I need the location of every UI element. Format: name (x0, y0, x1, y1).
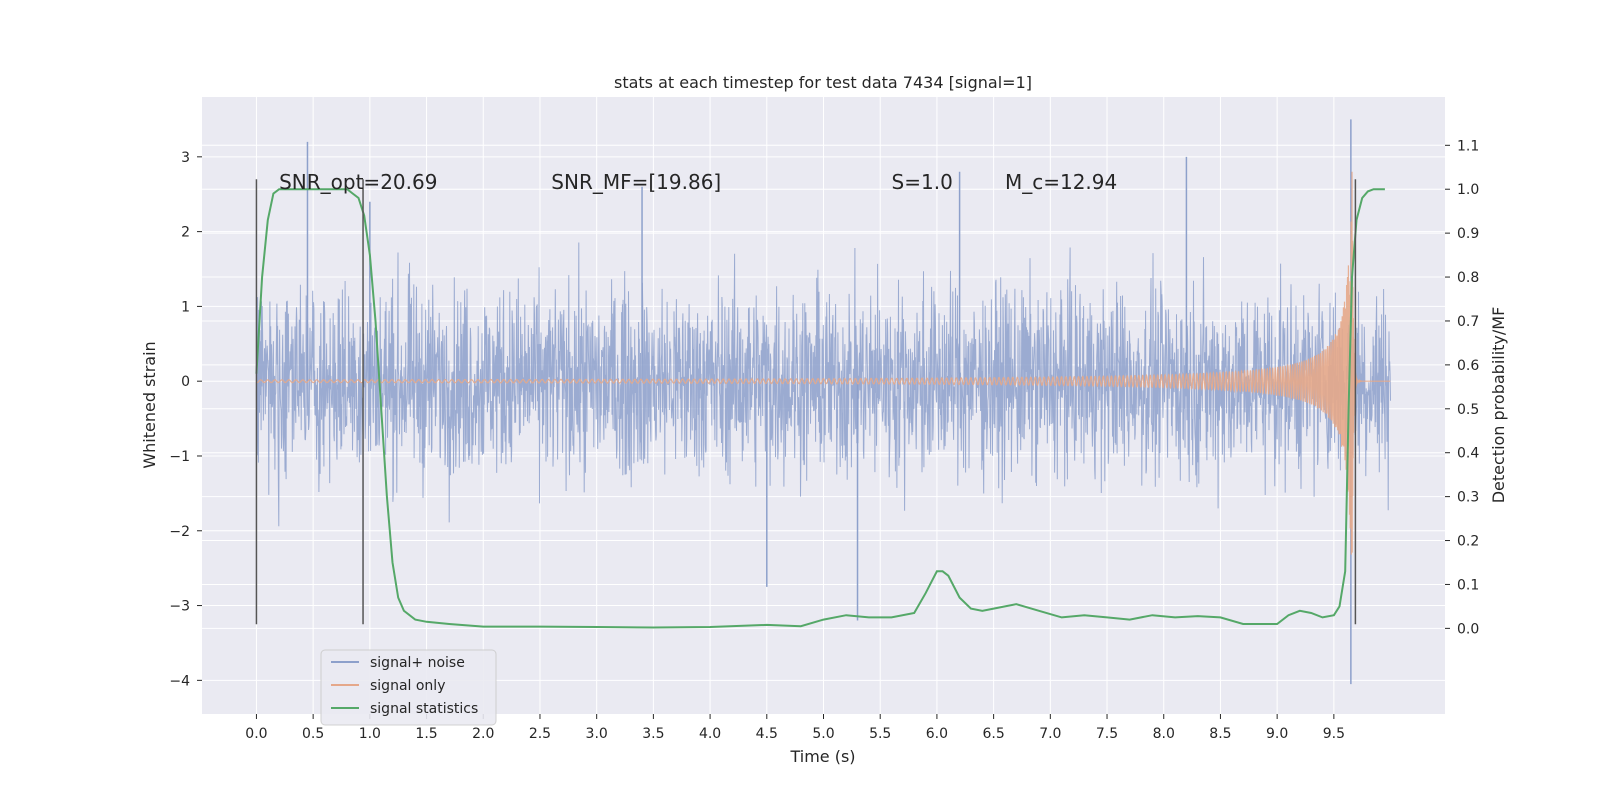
y-tick-label: 1 (181, 299, 190, 315)
y2-tick-label: 0.9 (1457, 226, 1479, 242)
y2-tick-label: 0.0 (1457, 621, 1479, 637)
legend-box (320, 649, 497, 726)
x-tick-label: 3.5 (642, 726, 664, 742)
y2-tick-label: 0.6 (1457, 358, 1479, 374)
x-tick-label: 7.5 (1096, 726, 1118, 742)
x-tick-label: 6.5 (982, 726, 1004, 742)
x-tick-label: 2.5 (529, 726, 551, 742)
legend-label-signal-statistics: signal statistics (370, 701, 478, 717)
y2-tick-label: 0.5 (1457, 402, 1479, 418)
legend-label-signal-noise: signal+ noise (370, 655, 465, 671)
y2-tick-label: 1.0 (1457, 182, 1479, 198)
x-axis-label: Time (s) (789, 747, 855, 766)
x-tick-label: 8.5 (1209, 726, 1231, 742)
y2-tick-label: 0.2 (1457, 534, 1479, 550)
y2-tick-label: 0.4 (1457, 446, 1479, 462)
x-tick-label: 0.5 (302, 726, 324, 742)
annotation-snr-opt: SNR_opt=20.69 (279, 170, 437, 194)
legend-label-signal-only: signal only (370, 678, 445, 694)
y-tick-label: 0 (181, 374, 190, 390)
x-tick-label: 6.0 (926, 726, 948, 742)
y2-tick-label: 0.7 (1457, 314, 1479, 330)
annotation-mc: M_c=12.94 (1005, 170, 1117, 194)
chart-title: stats at each timestep for test data 743… (614, 73, 1032, 92)
y-tick-label: −1 (169, 449, 190, 465)
y-tick-label: −3 (169, 599, 190, 615)
x-tick-label: 4.5 (756, 726, 778, 742)
x-tick-label: 4.0 (699, 726, 721, 742)
y2-tick-label: 0.3 (1457, 490, 1479, 506)
x-tick-label: 3.0 (586, 726, 608, 742)
annotation-snr-mf: SNR_MF=[19.86] (551, 170, 721, 194)
legend: signal+ noise signal only signal statist… (320, 649, 497, 726)
y-tick-label: 3 (181, 150, 190, 166)
series-signal-only-line (256, 171, 1391, 555)
x-tick-label: 1.0 (359, 726, 381, 742)
y2-tick-label: 0.8 (1457, 270, 1479, 286)
x-tick-label: 8.0 (1153, 726, 1175, 742)
x-tick-label: 9.5 (1323, 726, 1345, 742)
x-tick-label: 5.0 (812, 726, 834, 742)
annotation-s: S=1.0 (892, 170, 953, 194)
series-signal-statistics-line (255, 188, 1385, 629)
y-tick-label: −2 (169, 524, 190, 540)
x-tick-label: 9.0 (1266, 726, 1288, 742)
y-axis-label: Whitened strain (140, 341, 159, 468)
y2-tick-label: 0.1 (1457, 577, 1479, 593)
x-tick-label: 5.5 (869, 726, 891, 742)
x-tick-label: 2.0 (472, 726, 494, 742)
y-tick-label: −4 (169, 673, 190, 689)
y2-tick-label: 1.1 (1457, 138, 1479, 154)
x-tick-label: 1.5 (415, 726, 437, 742)
y-tick-label: 2 (181, 225, 190, 241)
y2-axis-label: Detection probability/MF (1489, 307, 1508, 504)
x-tick-label: 0.0 (245, 726, 267, 742)
x-tick-label: 7.0 (1039, 726, 1061, 742)
